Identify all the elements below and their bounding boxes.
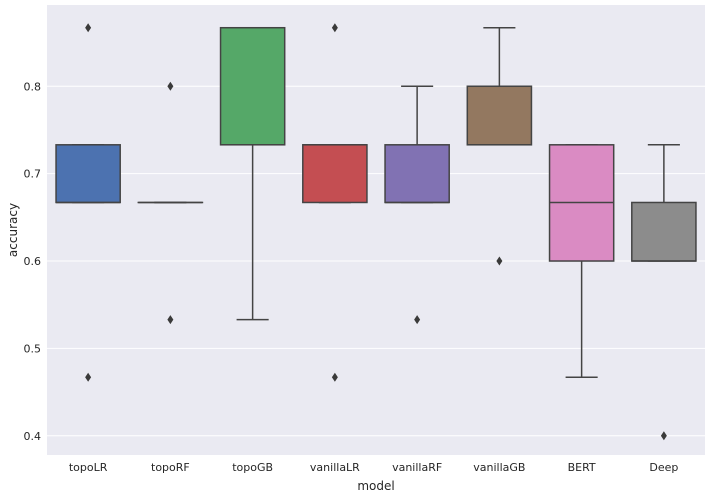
box-vanillaLR (302, 23, 368, 382)
y-tick-label: 0.6 (24, 255, 42, 268)
x-tick-label: vanillaGB (473, 461, 525, 474)
x-axis-label: model (357, 479, 394, 493)
y-tick-label: 0.4 (24, 430, 42, 443)
iqr-box (466, 85, 533, 146)
outlier-point (496, 256, 503, 266)
outlier-point (414, 315, 421, 325)
iqr-box (631, 201, 697, 262)
box-Deep (631, 144, 697, 441)
iqr-box (302, 144, 368, 204)
outlier-point (85, 372, 92, 382)
y-axis-label: accuracy (6, 203, 20, 257)
outlier-point (85, 23, 92, 33)
x-tick-label: vanillaRF (392, 461, 442, 474)
boxes (55, 23, 697, 441)
outlier-point (660, 431, 667, 441)
iqr-box (219, 26, 286, 146)
x-tick-label: topoLR (69, 461, 108, 474)
y-tick-label: 0.8 (24, 80, 42, 93)
outlier-point (331, 23, 338, 33)
outlier-point (331, 372, 338, 382)
x-tick-label: vanillaLR (310, 461, 360, 474)
iqr-box (384, 144, 450, 204)
x-tick-label: topoGB (232, 461, 273, 474)
outlier-point (167, 315, 174, 325)
y-tick-label: 0.7 (24, 168, 42, 181)
box-BERT (548, 144, 615, 378)
y-tick-labels: 0.4 0.5 0.6 0.7 0.8 (24, 80, 42, 443)
box-topoGB (219, 26, 286, 321)
box-vanillaRF (384, 85, 450, 325)
outlier-point (167, 81, 174, 91)
y-tick-label: 0.5 (24, 342, 42, 355)
box-topoLR (55, 23, 121, 382)
x-tick-label: Deep (649, 461, 678, 474)
box-vanillaGB (466, 26, 533, 266)
x-tick-labels: topoLR topoRF topoGB vanillaLR vanillaRF vani… (69, 461, 679, 474)
iqr-box (55, 144, 121, 204)
x-tick-label: BERT (568, 461, 596, 474)
box-topoRF (137, 81, 204, 325)
x-tick-label: topoRF (151, 461, 190, 474)
